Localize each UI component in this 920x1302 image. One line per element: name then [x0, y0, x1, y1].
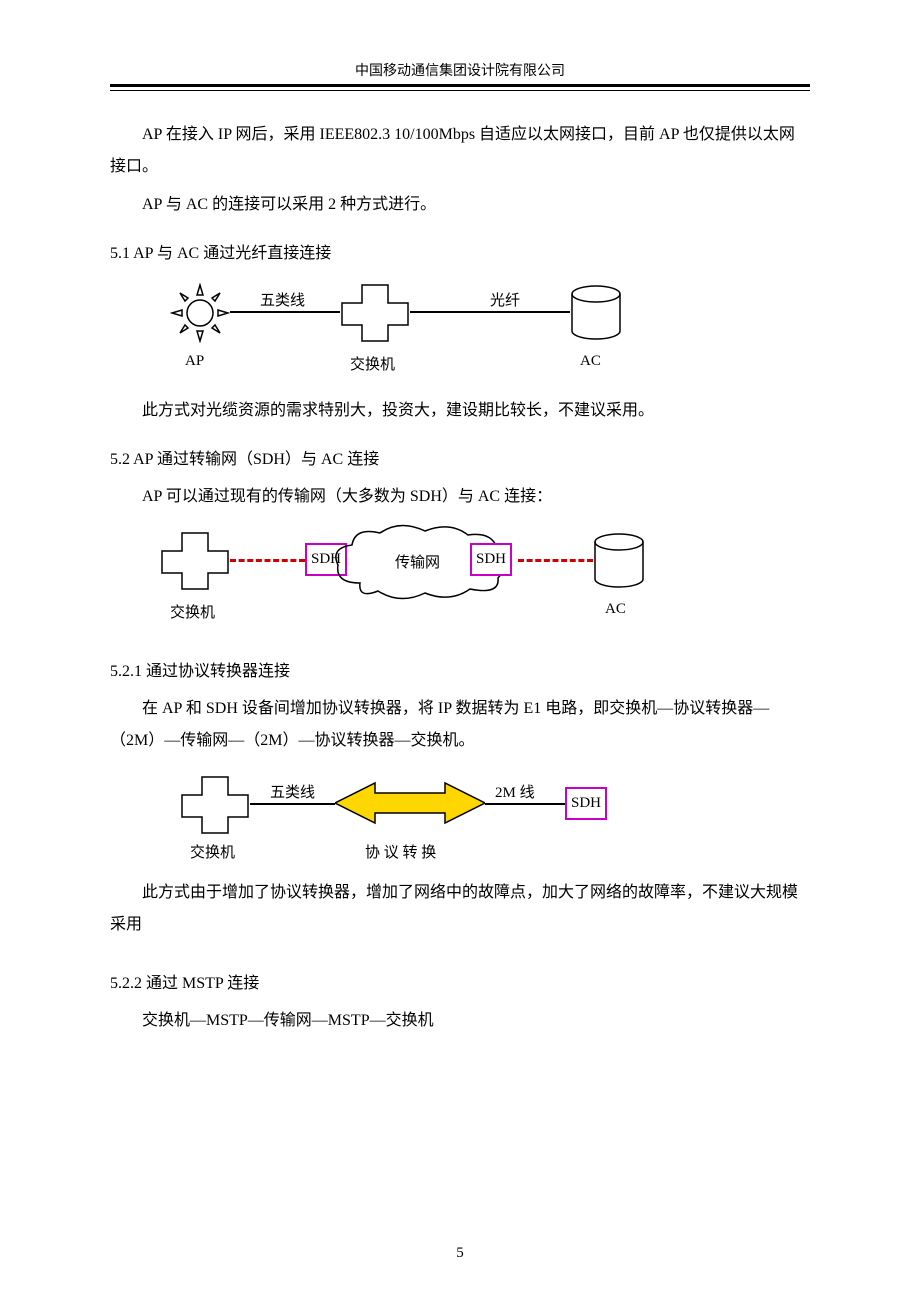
link-label-fiber: 光纤 — [490, 289, 520, 310]
sdh-box-3: SDH — [565, 787, 607, 820]
ac-cylinder-icon-2 — [593, 533, 645, 588]
link-line-2 — [410, 311, 570, 313]
page: 中国移动通信集团设计院有限公司 AP 在接入 IP 网后，采用 IEEE802.… — [0, 0, 920, 1302]
d1-label-ap: AP — [185, 353, 204, 370]
section-5-2-1-title: 5.2.1 通过协议转换器连接 — [110, 657, 810, 681]
switch-cross-icon-2 — [160, 531, 230, 591]
paragraph-1: AP 在接入 IP 网后，采用 IEEE802.3 10/100Mbps 自适应… — [110, 119, 810, 183]
header-rule — [110, 84, 810, 91]
diagram-fiber: 五类线 光纤 AP 交换机 AC — [160, 275, 720, 385]
page-header: 中国移动通信集团设计院有限公司 — [110, 60, 810, 80]
ac-cylinder-icon — [570, 285, 622, 340]
paragraph-5: 在 AP 和 SDH 设备间增加协议转换器，将 IP 数据转为 E1 电路，即交… — [110, 693, 810, 757]
paragraph-2: AP 与 AC 的连接可以采用 2 种方式进行。 — [110, 189, 810, 221]
switch-cross-icon-3 — [180, 775, 250, 835]
ap-sun-icon — [170, 283, 230, 343]
dash-link-2 — [518, 559, 593, 562]
d2-label-switch: 交换机 — [170, 601, 215, 622]
sdh-box-right: SDH — [470, 543, 512, 576]
section-5-2-title: 5.2 AP 通过转输网（SDH）与 AC 连接 — [110, 445, 810, 469]
d1-label-ac: AC — [580, 353, 601, 370]
diagram-protocol-converter: 五类线 2M 线 SDH 交换机 协 议 转 换 — [160, 767, 720, 867]
link-line-3 — [250, 803, 335, 805]
d1-label-switch: 交换机 — [350, 353, 395, 374]
paragraph-6: 此方式由于增加了协议转换器，增加了网络中的故障点，加大了网络的故障率，不建议大规… — [110, 877, 810, 941]
link-line-1 — [230, 311, 340, 313]
link-label-2m: 2M 线 — [495, 781, 535, 802]
paragraph-3: 此方式对光缆资源的需求特别大，投资大，建设期比较长，不建议采用。 — [110, 395, 810, 427]
section-5-2-2-title: 5.2.2 通过 MSTP 连接 — [110, 969, 810, 993]
d2-label-ac: AC — [605, 601, 626, 618]
paragraph-7: 交换机—MSTP—传输网—MSTP—交换机 — [110, 1005, 810, 1037]
cloud-label: 传输网 — [395, 551, 440, 572]
link-label-cat5: 五类线 — [260, 289, 305, 310]
d3-label-converter: 协 议 转 换 — [365, 841, 436, 862]
page-number: 5 — [0, 1245, 920, 1262]
link-label-cat5-2: 五类线 — [270, 781, 315, 802]
bi-arrow-icon — [335, 781, 485, 825]
section-5-1-title: 5.1 AP 与 AC 通过光纤直接连接 — [110, 239, 810, 263]
diagram-sdh: SDH 传输网 SDH 交换机 AC — [160, 523, 720, 643]
switch-cross-icon — [340, 283, 410, 343]
d3-label-switch: 交换机 — [190, 841, 235, 862]
dash-link-1 — [230, 559, 305, 562]
paragraph-4: AP 可以通过现有的传输网（大多数为 SDH）与 AC 连接： — [110, 481, 810, 513]
link-line-4 — [485, 803, 565, 805]
